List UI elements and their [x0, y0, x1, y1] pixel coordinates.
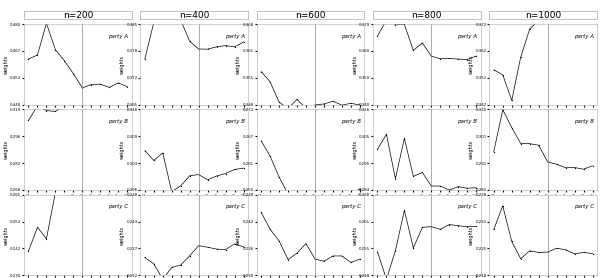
Y-axis label: weights: weights [120, 140, 125, 159]
Text: n=200: n=200 [62, 11, 93, 20]
Text: party A: party A [109, 34, 128, 39]
Text: party B: party B [457, 119, 478, 124]
Text: n=600: n=600 [295, 11, 326, 20]
Y-axis label: weights: weights [236, 225, 241, 245]
Text: party A: party A [574, 34, 594, 39]
Y-axis label: weights: weights [4, 55, 8, 74]
Text: party B: party B [341, 119, 361, 124]
Y-axis label: weights: weights [353, 225, 358, 245]
Text: party B: party B [225, 119, 245, 124]
Y-axis label: weights: weights [4, 225, 8, 245]
Text: n=400: n=400 [179, 11, 209, 20]
Y-axis label: weights: weights [353, 140, 358, 159]
Y-axis label: weights: weights [469, 55, 474, 74]
Y-axis label: weights: weights [236, 140, 241, 159]
Text: party B: party B [109, 119, 128, 124]
Text: party C: party C [457, 205, 478, 210]
Y-axis label: weights: weights [120, 55, 125, 74]
Text: party A: party A [341, 34, 361, 39]
Y-axis label: weights: weights [469, 140, 474, 159]
Text: party C: party C [109, 205, 128, 210]
Text: party B: party B [574, 119, 594, 124]
Y-axis label: weights: weights [4, 140, 8, 159]
Y-axis label: weights: weights [120, 225, 125, 245]
Text: party C: party C [341, 205, 361, 210]
Text: n=800: n=800 [412, 11, 442, 20]
Text: party C: party C [574, 205, 594, 210]
Y-axis label: weights: weights [353, 55, 358, 74]
Y-axis label: weights: weights [236, 55, 241, 74]
Y-axis label: weights: weights [469, 225, 474, 245]
Text: party A: party A [225, 34, 245, 39]
Text: party C: party C [224, 205, 245, 210]
Text: party A: party A [457, 34, 478, 39]
Text: n=1000: n=1000 [525, 11, 561, 20]
